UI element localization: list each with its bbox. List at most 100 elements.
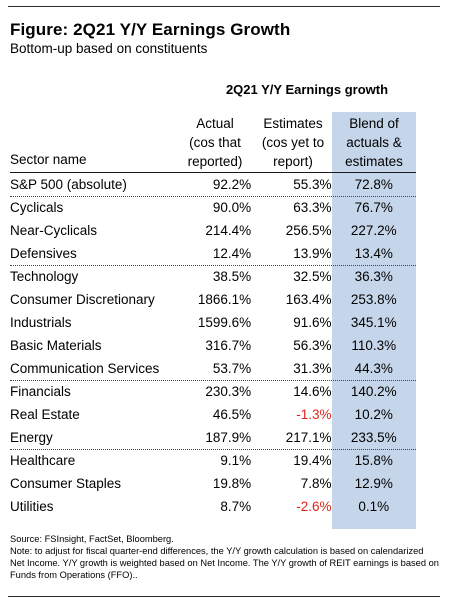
blend-value: 110.3% <box>351 338 397 353</box>
actual-value: 187.9% <box>205 430 252 445</box>
table-row: Basic Materials 316.7% 56.3% 110.3% <box>10 334 416 357</box>
table-row: Healthcare 9.1% 19.4% 15.8% <box>10 449 416 472</box>
methodology-note: Note: to adjust for fiscal quarter-end d… <box>10 546 439 580</box>
blend-value: 15.8% <box>354 453 393 468</box>
sector-name: Cyclicals <box>10 200 64 215</box>
estimates-value: -2.6% <box>296 499 332 514</box>
sector-name: Consumer Discretionary <box>10 292 155 307</box>
figure-subtitle: Bottom-up based on constituents <box>10 41 208 56</box>
earnings-table: S&P 500 (absolute) 92.2% 55.3% 72.8% Cyclica… <box>10 173 416 518</box>
actual-value: 8.7% <box>220 499 252 514</box>
sector-name: S&P 500 (absolute) <box>10 177 127 192</box>
source-note: Source: FSInsight, FactSet, Bloomberg. <box>10 534 174 544</box>
blend-value: 36.3% <box>354 269 393 284</box>
header-blend: Blend of actuals & estimates <box>332 114 416 171</box>
estimates-value: 91.6% <box>293 315 332 330</box>
sector-name: Industrials <box>10 315 72 330</box>
estimates-value: 163.4% <box>285 292 332 307</box>
header-actual-line-3: reported) <box>187 154 243 169</box>
blend-value: 0.1% <box>358 499 390 514</box>
sector-name: Communication Services <box>10 361 160 376</box>
actual-value: 9.1% <box>220 453 252 468</box>
sector-name: Defensives <box>10 246 77 261</box>
sector-name: Real Estate <box>10 407 80 422</box>
sector-name: Utilities <box>10 499 54 514</box>
blend-value: 10.2% <box>354 407 393 422</box>
table-row: Near-Cyclicals 214.4% 256.5% 227.2% <box>10 219 416 242</box>
table-row: Energy 187.9% 217.1% 233.5% <box>10 426 416 449</box>
header-sector: Sector name <box>10 152 87 167</box>
table-row: Defensives 12.4% 13.9% 13.4% <box>10 242 416 265</box>
sector-name: Consumer Staples <box>10 476 122 491</box>
estimates-value: 217.1% <box>285 430 332 445</box>
sector-name: Financials <box>10 384 71 399</box>
table-row: Communication Services 53.7% 31.3% 44.3% <box>10 357 416 380</box>
blend-value: 345.1% <box>350 315 397 330</box>
group-separator <box>10 449 416 450</box>
estimates-value: 7.8% <box>300 476 332 491</box>
blend-value: 76.7% <box>354 200 393 215</box>
header-blend-line-1: Blend of <box>349 116 399 131</box>
header-actual-line-1: Actual <box>196 116 234 131</box>
group-header: 2Q21 Y/Y Earnings growth <box>225 82 389 97</box>
table-row: Industrials 1599.6% 91.6% 345.1% <box>10 311 416 334</box>
estimates-value: -1.3% <box>296 407 332 422</box>
header-estimates-line-1: Estimates <box>263 116 323 131</box>
table-row: Utilities 8.7% -2.6% 0.1% <box>10 495 416 518</box>
estimates-value: 63.3% <box>293 200 332 215</box>
header-blend-line-2: actuals & <box>346 135 402 150</box>
header-rule <box>10 172 416 173</box>
group-separator <box>10 265 416 266</box>
sector-name: Basic Materials <box>10 338 102 353</box>
table-row: Financials 230.3% 14.6% 140.2% <box>10 380 416 403</box>
sector-name: Technology <box>10 269 79 284</box>
header-blend-line-3: estimates <box>345 154 403 169</box>
bottom-rule <box>8 596 440 597</box>
header-actual-line-2: (cos that <box>189 135 241 150</box>
blend-column-highlight <box>332 112 416 529</box>
actual-value: 19.8% <box>212 476 252 491</box>
actual-value: 12.4% <box>212 246 252 261</box>
actual-value: 90.0% <box>212 200 252 215</box>
actual-value: 230.3% <box>205 384 252 399</box>
table-row: Technology 38.5% 32.5% 36.3% <box>10 265 416 288</box>
actual-value: 46.5% <box>212 407 252 422</box>
estimates-value: 55.3% <box>293 177 332 192</box>
estimates-value: 256.5% <box>285 223 332 238</box>
actual-value: 1599.6% <box>197 315 252 330</box>
notes: Source: FSInsight, FactSet, Bloomberg. N… <box>10 533 440 581</box>
blend-value: 12.9% <box>354 476 393 491</box>
top-rule <box>8 6 440 7</box>
blend-value: 227.2% <box>350 223 397 238</box>
blend-value: 72.8% <box>354 177 393 192</box>
estimates-value: 56.3% <box>293 338 332 353</box>
group-separator <box>10 196 416 197</box>
sector-name: Near-Cyclicals <box>10 223 98 238</box>
header-actual: Actual (cos that reported) <box>180 114 250 171</box>
estimates-value: 13.9% <box>293 246 332 261</box>
actual-value: 316.7% <box>205 338 252 353</box>
actual-value: 92.2% <box>212 177 252 192</box>
blend-value: 44.3% <box>354 361 393 376</box>
table-row: Consumer Staples 19.8% 7.8% 12.9% <box>10 472 416 495</box>
earnings-table-body: S&P 500 (absolute) 92.2% 55.3% 72.8% Cyclica… <box>10 173 416 518</box>
estimates-value: 32.5% <box>293 269 332 284</box>
header-estimates-line-3: report) <box>273 154 313 169</box>
estimates-value: 19.4% <box>293 453 332 468</box>
sector-name: Energy <box>10 430 53 445</box>
table-row: Consumer Discretionary 1866.1% 163.4% 253.8… <box>10 288 416 311</box>
blend-value: 233.5% <box>350 430 397 445</box>
figure-title: Figure: 2Q21 Y/Y Earnings Growth <box>10 20 291 39</box>
blend-value: 13.4% <box>354 246 393 261</box>
estimates-value: 14.6% <box>293 384 332 399</box>
actual-value: 38.5% <box>212 269 252 284</box>
header-estimates: Estimates (cos yet to report) <box>252 114 334 171</box>
table-row: Real Estate 46.5% -1.3% 10.2% <box>10 403 416 426</box>
table-row: Cyclicals 90.0% 63.3% 76.7% <box>10 196 416 219</box>
header-estimates-line-2: (cos yet to <box>261 135 325 150</box>
estimates-value: 31.3% <box>293 361 332 376</box>
actual-value: 214.4% <box>205 223 252 238</box>
blend-value: 253.8% <box>350 292 397 307</box>
group-separator <box>10 380 416 381</box>
